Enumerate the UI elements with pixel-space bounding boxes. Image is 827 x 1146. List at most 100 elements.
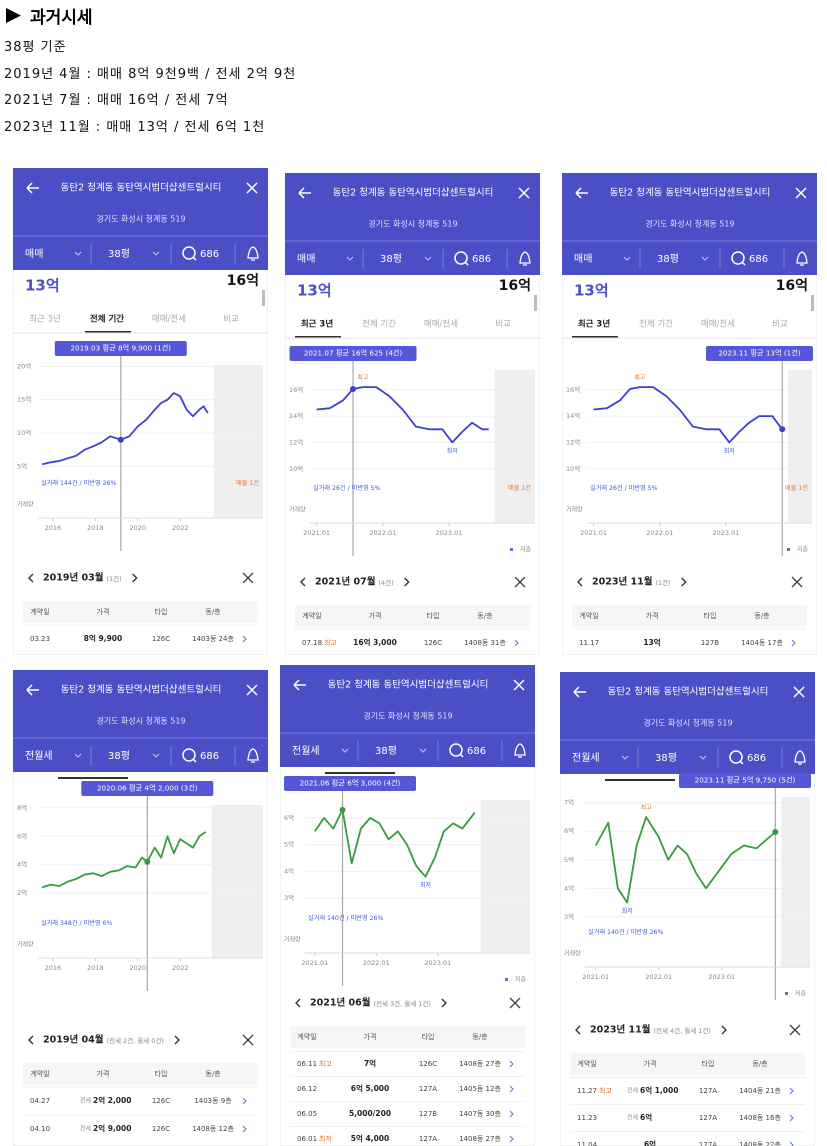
row-chevron — [509, 1110, 514, 1118]
next-month — [174, 1035, 180, 1045]
dropdown-icon — [699, 755, 707, 760]
close-button — [246, 684, 258, 696]
row-chevron — [514, 639, 519, 647]
back-button — [26, 684, 39, 696]
row-chevron — [789, 1114, 794, 1122]
deal-price: 16억 3,000 — [353, 637, 397, 647]
column-header: 동/층 — [752, 1059, 768, 1068]
high-label: 최고 — [357, 374, 369, 382]
header-bar — [13, 168, 268, 270]
table-header-bg — [290, 1026, 525, 1048]
dropdown-icon — [346, 256, 354, 261]
y-tick-label: 3억 — [564, 913, 574, 921]
trade-summary: 실거래 348건 / 미반영 6% — [41, 919, 113, 927]
y-tick-label: 4억 — [17, 861, 27, 869]
unit-type: 126C — [152, 635, 170, 643]
column-header: 동/층 — [754, 611, 770, 620]
column-header: 동/층 — [205, 1069, 221, 1078]
period-title: 2023년 11월 — [592, 576, 652, 588]
deal-price: 6억 — [644, 1139, 656, 1146]
period-tab: 전체 기간 — [639, 319, 673, 330]
unit-floor: 1408동 22층 — [739, 1140, 781, 1146]
table-header-bg — [570, 1053, 805, 1075]
price-line — [41, 831, 207, 889]
high-label: 최고 — [641, 803, 653, 811]
unit-floor: 1408동 12층 — [192, 1124, 234, 1133]
bell-icon — [247, 246, 259, 261]
deal-price: 6억 5,000 — [351, 1083, 389, 1093]
column-header: 동/층 — [472, 1032, 488, 1041]
period-tab: 비교 — [223, 315, 239, 325]
bell-icon — [247, 748, 259, 763]
column-header: 타입 — [704, 611, 717, 620]
contract-date: 11.23 — [577, 1114, 597, 1122]
y-tick-label: 5억 — [564, 856, 574, 864]
price-line — [594, 816, 776, 904]
period-title: 2021년 07월 — [315, 576, 375, 588]
listing-count: 686 — [200, 751, 219, 762]
price-high: 16억 — [776, 278, 808, 294]
listing-count: 686 — [747, 753, 766, 764]
column-header: 계약일 — [30, 607, 49, 616]
complex-title: 동탄2 청계동 동탄역시범더샵센트럴시티 — [61, 684, 222, 696]
dropdown-icon — [419, 748, 427, 753]
size-select: 38평 — [655, 752, 677, 764]
row-chevron — [789, 1141, 794, 1146]
doc-line: 2021년 7월 : 매매 16억 / 전세 7억 — [4, 93, 229, 108]
x-tick-label: 2022.01 — [645, 973, 672, 981]
trade-type: 매매 — [574, 253, 592, 265]
column-header: 타입 — [155, 607, 168, 616]
y-tick-label: 3억 — [284, 894, 294, 902]
period-title: 2019년 03월 — [43, 572, 103, 584]
tooltip-text: 2021.07 평균 16억 625 (4건) — [304, 349, 403, 358]
legend-swatch — [787, 548, 790, 551]
listing-count: 686 — [749, 254, 768, 265]
x-tick-label: 2021.01 — [301, 959, 328, 967]
legend-label: 저층 — [797, 546, 809, 554]
legend-label: 저층 — [520, 546, 532, 554]
search-icon — [182, 748, 196, 762]
tooltip-text: 2023.11 평균 5억 9,750 (5건) — [695, 776, 796, 785]
bullet-triangle — [6, 8, 21, 23]
unit-type: 127B — [419, 1110, 437, 1118]
column-header: 타입 — [702, 1059, 715, 1068]
column-header: 가격 — [646, 611, 659, 620]
x-tick-label: 2022.01 — [363, 959, 390, 967]
period-title: 2021년 06월 — [310, 997, 370, 1009]
highlight-point — [772, 828, 779, 835]
unit-type: 127A — [699, 1087, 717, 1095]
trade-type: 매매 — [297, 253, 315, 265]
complex-title: 동탄2 청계동 동탄역시범더샵센트럴시티 — [333, 187, 494, 199]
highlight-point — [779, 426, 786, 433]
record-tag: 최고 — [324, 638, 337, 647]
period-tab: 최근 3년 — [29, 314, 61, 325]
row-chevron — [242, 635, 247, 643]
unit-type: 126C — [152, 1125, 170, 1133]
legend-swatch — [510, 548, 513, 551]
future-region — [494, 370, 535, 523]
table-header-bg — [572, 605, 807, 627]
x-tick-label: 2021.01 — [303, 529, 330, 537]
y-tick-label: 5억 — [17, 462, 27, 470]
price-line — [41, 392, 209, 466]
tooltip-box — [289, 346, 417, 361]
header-bar — [280, 665, 535, 767]
deal-price: 5억 4,000 — [351, 1133, 389, 1143]
table-header-bg — [295, 605, 530, 627]
future-region — [211, 805, 263, 958]
prev-month — [295, 998, 301, 1008]
x-tick-label: 2018 — [87, 524, 104, 532]
row-chevron — [509, 1085, 514, 1093]
deal-price: 8억 9,900 — [84, 633, 122, 643]
highlight-point — [339, 806, 346, 813]
x-tick-label: 2020 — [129, 964, 146, 972]
close-button — [793, 686, 805, 698]
listing-label: 매물 1건 — [785, 484, 808, 492]
address: 경기도 화성시 청계동 519 — [643, 718, 732, 728]
header-bar — [560, 672, 815, 774]
complex-title: 동탄2 청계동 동탄역시범더샵센트럴시티 — [61, 182, 222, 194]
complex-title: 동탄2 청계동 동탄역시범더샵센트럴시티 — [608, 686, 769, 698]
